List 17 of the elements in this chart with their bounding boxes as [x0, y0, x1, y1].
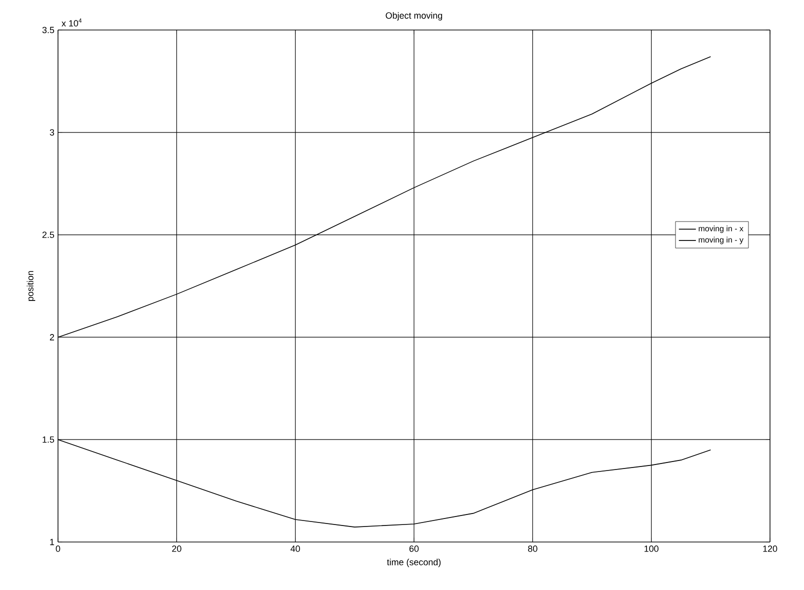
x-tick-label: 80: [528, 546, 538, 552]
chart-title: Object moving: [386, 12, 442, 20]
x-tick-label: 120: [763, 546, 778, 552]
y-tick-label: 2.5: [42, 232, 54, 238]
x-axis-title: time (second): [386, 558, 441, 568]
text: x 10$^{4}$: [62, 18, 82, 26]
x-tick-label: 40: [290, 546, 300, 552]
y-tick-label: 2: [50, 334, 54, 340]
y-tick-label: 1: [50, 538, 54, 546]
y-tick-label: 3.5: [42, 26, 54, 34]
y-tick-label: 3: [50, 129, 54, 136]
x-tick-label: 100: [644, 546, 658, 552]
x-tick-label: 60: [409, 546, 419, 552]
x-tick-label: 20: [172, 546, 182, 552]
y-tick-label: 1.5: [42, 436, 54, 443]
x-tick-label: 0: [56, 546, 60, 552]
y-axis-title: position: [26, 271, 36, 301]
